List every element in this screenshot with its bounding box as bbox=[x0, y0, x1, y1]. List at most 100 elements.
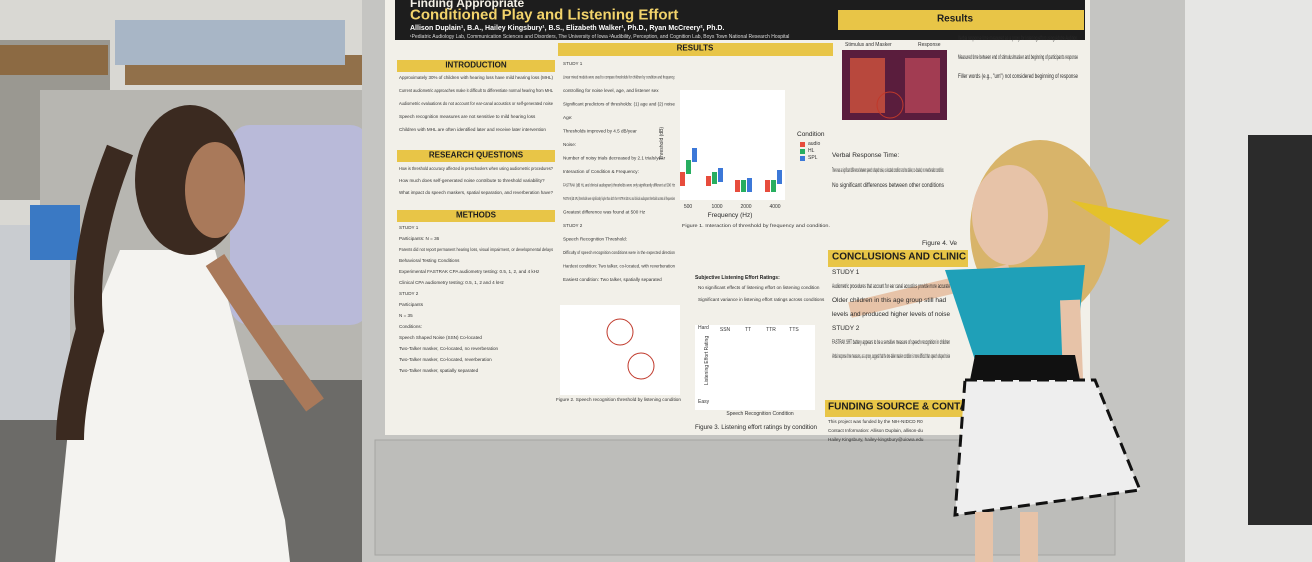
body-text: Participants: N = 36 bbox=[399, 236, 440, 241]
spectrogram bbox=[850, 58, 885, 113]
axis-label: Speech Recognition Condition bbox=[726, 411, 793, 417]
body-text: Hailey Kingsbury, hailey-kingsbury@uiowa… bbox=[828, 437, 924, 442]
highlight bbox=[606, 318, 634, 346]
body-text: No significant effects of listening effo… bbox=[698, 285, 820, 290]
body-text: Linear mixed models were used to compare… bbox=[563, 75, 675, 80]
body-text: No significant differences between other… bbox=[832, 182, 945, 189]
body-text: Difficulty of speech recognition conditi… bbox=[563, 250, 675, 255]
body-text: Verbal response time measured as a proxy… bbox=[958, 35, 1078, 42]
shelf bbox=[0, 45, 108, 75]
body-text: STUDY 2 bbox=[832, 325, 860, 332]
legend-title: Condition bbox=[797, 131, 825, 138]
x-tick-label: SSN bbox=[720, 327, 731, 333]
legend-swatch bbox=[800, 149, 805, 154]
blue-bin bbox=[30, 205, 80, 260]
highlight bbox=[876, 91, 904, 119]
band bbox=[397, 210, 555, 222]
body-text: Speech recognition measures are not sens… bbox=[399, 114, 536, 119]
heading: FUNDING SOURCE & CONTA bbox=[828, 401, 967, 412]
band bbox=[828, 250, 968, 267]
axis-label: Frequency (Hz) bbox=[708, 212, 753, 219]
legend-label: audio bbox=[808, 141, 820, 147]
axis-label: Listening Effort Rating bbox=[704, 336, 710, 385]
body-text: Two-Talker masker, Co-located, no reverb… bbox=[399, 346, 499, 351]
body-text: Significant variance in listening effort… bbox=[698, 297, 825, 302]
body-text: N = 35 bbox=[399, 313, 413, 318]
x-tick-label: 2000 bbox=[740, 204, 751, 210]
body-text: There was a significant difference betwe… bbox=[832, 167, 944, 174]
body-text: Current audiometric approaches make it d… bbox=[399, 88, 553, 93]
body-text: How much does self-generated noise contr… bbox=[399, 178, 545, 183]
figure bbox=[560, 305, 680, 395]
caption: Figure 2. Speech recognition threshold b… bbox=[556, 397, 681, 402]
legend-label: HL bbox=[808, 148, 815, 154]
body-text: Easiest condition: Two talker, spatially… bbox=[563, 277, 662, 282]
band bbox=[397, 60, 555, 72]
legend-label: SPL bbox=[808, 155, 818, 161]
body-text: Measured time between end of stimulus/ma… bbox=[958, 54, 1078, 61]
body-text: What impact do speech maskers, spatial s… bbox=[399, 190, 553, 195]
body-text: Approximately 30% of children with heari… bbox=[399, 75, 553, 80]
body-text: Noise: bbox=[563, 142, 576, 147]
body-text: Parents did not report permanent hearing… bbox=[399, 247, 554, 252]
body-text: Behavioral Testing Conditions bbox=[399, 258, 460, 263]
body-text: Two-Talker masker, spatially separated bbox=[399, 368, 479, 373]
body-text: Children with MHL are often identified l… bbox=[399, 127, 546, 132]
body-text: Audiometric procedures that account for … bbox=[832, 283, 950, 290]
caption: Figure 3. Listening effort ratings by co… bbox=[695, 424, 817, 431]
x-tick-label: TTS bbox=[789, 327, 799, 333]
body-text: Verbal response time measures, as a prox… bbox=[832, 353, 950, 360]
body-text: Older children in this age group still h… bbox=[832, 297, 947, 304]
x-tick-label: TT bbox=[745, 327, 751, 333]
body-text: Conditions: bbox=[399, 324, 422, 329]
body-text: How is threshold accuracy affected in pr… bbox=[399, 166, 553, 171]
body-text: FASTRAK (dB SPL) thresholds were signifi… bbox=[563, 196, 675, 201]
heading: INTRODUCTION bbox=[445, 61, 507, 70]
body-text: Speech Shaped Noise (SSN) Co-located bbox=[399, 335, 482, 340]
body-text: STUDY 1 bbox=[832, 269, 860, 276]
poster-text: Approximately 30% of children with heari… bbox=[399, 35, 1078, 442]
body-text: STUDY 2 bbox=[399, 291, 419, 296]
body-text: Experimental FASTRAK CPA audiometry test… bbox=[399, 269, 540, 274]
caption: Figure 1. Interaction of threshold by fr… bbox=[682, 223, 830, 228]
fabric bbox=[230, 125, 370, 325]
heading: Results bbox=[937, 13, 974, 24]
title: Finding Appropriate bbox=[410, 0, 525, 10]
axis-label: Threshold (dB) bbox=[659, 127, 665, 160]
x-tick-label: 500 bbox=[684, 204, 693, 210]
body-text: Thresholds improved by 4.5 dB/year bbox=[563, 129, 637, 134]
heading: RESULTS bbox=[677, 44, 714, 53]
body-text: FASTRAK (dB HL and clinical audiogram) t… bbox=[563, 183, 675, 188]
body-text: Greatest difference was found at 500 Hz bbox=[563, 210, 646, 215]
body-text: Audiometric evaluations do not account f… bbox=[399, 101, 553, 106]
body-text: STUDY 2 bbox=[563, 223, 583, 228]
body-text: STUDY 1 bbox=[563, 61, 583, 66]
x-tick-label: 1000 bbox=[711, 204, 722, 210]
body-text: Interaction of Condition & Frequency: bbox=[563, 169, 639, 174]
legend-swatch bbox=[800, 156, 805, 161]
band bbox=[558, 43, 833, 56]
body-text: This project was funded by the NIH-NIDCD… bbox=[828, 419, 923, 424]
body-text: Verbal Response Time: bbox=[832, 152, 899, 159]
band bbox=[397, 150, 555, 162]
body-text: Contact Information: Allison Duplain, al… bbox=[828, 428, 923, 433]
body-text: levels and produced higher levels of noi… bbox=[832, 311, 950, 318]
body-text: Hardest condition: Two talker, co-locate… bbox=[563, 264, 675, 269]
left-doll bbox=[55, 105, 324, 562]
band bbox=[825, 400, 965, 417]
highlight bbox=[627, 352, 655, 380]
title: Conditioned Play and Listening Effort bbox=[410, 6, 678, 23]
body-text: Filler words (e.g., "um") not considered… bbox=[958, 73, 1078, 80]
axis-label: Hard bbox=[698, 325, 709, 331]
body-text: Number of noisy trials decreased by 2.1 … bbox=[563, 156, 666, 161]
body-text: controlling for noise level, age, and li… bbox=[563, 88, 659, 93]
body-text: Clinical CPA audiometry testing: 0.5, 1,… bbox=[399, 280, 505, 285]
body-text: Age: bbox=[563, 115, 572, 120]
boxplots bbox=[680, 148, 782, 192]
heading: RESEARCH QUESTIONS bbox=[429, 151, 524, 160]
legend-swatch bbox=[800, 142, 805, 147]
body-text: STUDY 1 bbox=[399, 225, 419, 230]
body-text: FASTRAK SRT battery appears to be a sens… bbox=[832, 339, 950, 346]
figure bbox=[695, 325, 815, 410]
